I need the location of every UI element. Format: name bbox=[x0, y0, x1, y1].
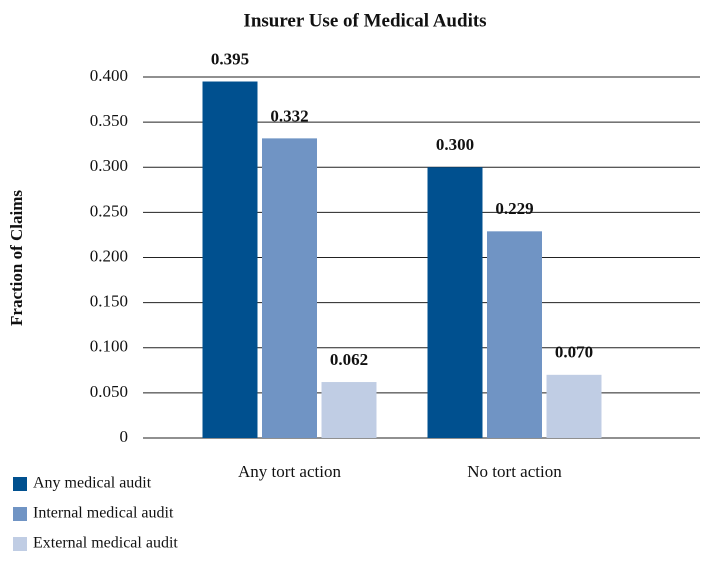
bar bbox=[321, 382, 377, 438]
y-tick-label: 0.050 bbox=[90, 382, 128, 401]
data-label: 0.070 bbox=[555, 343, 593, 362]
bar bbox=[202, 81, 258, 438]
bar bbox=[262, 138, 317, 438]
y-tick-label: 0.100 bbox=[90, 337, 128, 356]
x-tick-label: Any tort action bbox=[238, 462, 341, 481]
y-tick-label: 0.200 bbox=[90, 246, 128, 265]
y-tick-label: 0.300 bbox=[90, 156, 128, 175]
data-label: 0.395 bbox=[211, 49, 249, 68]
data-label: 0.332 bbox=[270, 106, 308, 125]
data-label: 0.229 bbox=[495, 199, 533, 218]
bar bbox=[546, 374, 602, 438]
legend-swatch bbox=[13, 507, 27, 521]
bar bbox=[427, 167, 483, 438]
y-tick-label: 0.150 bbox=[90, 292, 128, 311]
bar bbox=[487, 231, 542, 438]
y-axis-label: Fraction of Claims bbox=[7, 190, 26, 326]
chart-title: Insurer Use of Medical Audits bbox=[243, 10, 486, 31]
legend-label: Any medical audit bbox=[33, 475, 152, 492]
legend-swatch bbox=[13, 477, 27, 491]
legend-label: Internal medical audit bbox=[33, 505, 174, 522]
x-tick-label: No tort action bbox=[467, 462, 562, 481]
y-tick-label: 0.400 bbox=[90, 66, 128, 85]
legend-swatch bbox=[13, 537, 27, 551]
data-label: 0.062 bbox=[330, 350, 368, 369]
legend-label: External medical audit bbox=[33, 535, 178, 552]
y-tick-label: 0.350 bbox=[90, 111, 128, 130]
y-tick-label: 0 bbox=[120, 427, 129, 446]
y-tick-label: 0.250 bbox=[90, 201, 128, 220]
data-label: 0.300 bbox=[436, 135, 474, 154]
